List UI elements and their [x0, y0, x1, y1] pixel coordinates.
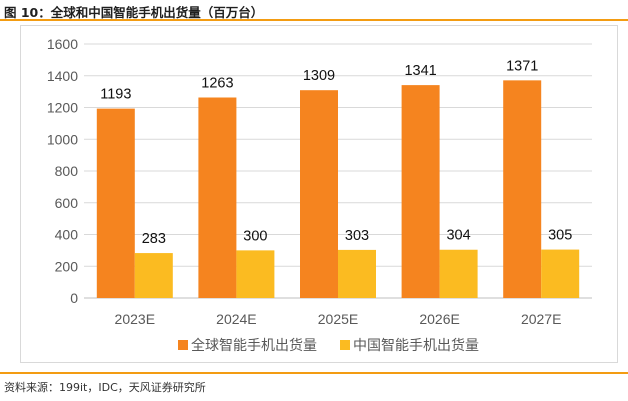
data-label: 305	[548, 228, 572, 244]
y-tick-label: 1600	[47, 36, 78, 52]
bar-chart: 0 200 400 600 800 1000 1200 1400 1600 1193 283 2023…	[47, 36, 592, 353]
bar	[338, 249, 376, 298]
data-label: 283	[142, 231, 166, 247]
bottom-divider	[0, 372, 628, 374]
y-tick-label: 800	[55, 163, 79, 179]
legend-swatch	[340, 340, 350, 350]
legend-label: 中国智能手机出货量	[353, 337, 479, 353]
legend-label: 全球智能手机出货量	[191, 337, 317, 353]
bar	[503, 80, 542, 298]
y-tick-label: 600	[55, 195, 79, 211]
bar	[439, 249, 478, 298]
source-note: 资料来源：199it，IDC，天风证券研究所	[4, 381, 206, 394]
data-label: 1263	[201, 75, 233, 91]
data-label: 1309	[303, 68, 335, 84]
data-label: 1193	[100, 87, 131, 103]
data-label: 304	[446, 228, 470, 244]
x-tick-label: 2026E	[419, 311, 459, 327]
data-label: 1371	[506, 58, 538, 74]
y-tick-label: 1200	[47, 100, 78, 116]
bar	[541, 249, 580, 298]
x-tick-label: 2027E	[521, 311, 561, 327]
top-divider	[0, 19, 628, 21]
data-label: 1341	[404, 63, 436, 79]
x-tick-label: 2023E	[115, 311, 155, 327]
x-tick-label: 2024E	[216, 311, 256, 327]
y-tick-label: 0	[70, 290, 78, 306]
data-label: 303	[345, 228, 369, 244]
bar	[236, 250, 275, 298]
bar	[96, 108, 135, 298]
bar	[134, 253, 173, 298]
y-tick-label: 1000	[47, 131, 78, 147]
bar	[198, 97, 237, 298]
y-tick-label: 1400	[47, 68, 78, 84]
bar	[401, 85, 440, 299]
y-tick-label: 400	[55, 227, 79, 243]
bar	[300, 90, 338, 298]
legend-swatch	[178, 340, 188, 350]
chart-frame: 0 200 400 600 800 1000 1200 1400 1600 1193 283 2023…	[20, 25, 618, 363]
y-tick-label: 200	[55, 258, 79, 274]
data-label: 300	[243, 228, 267, 244]
x-tick-label: 2025E	[318, 311, 358, 327]
figure-title: 图 10：全球和中国智能手机出货量（百万台）	[4, 5, 264, 20]
